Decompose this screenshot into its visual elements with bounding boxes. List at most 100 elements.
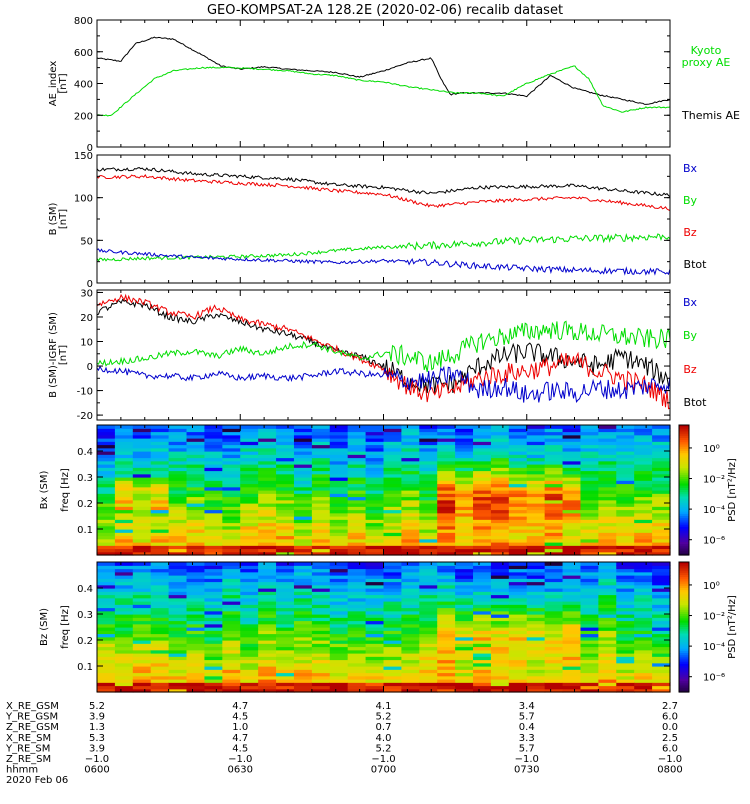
- heatmap-cell: [293, 506, 313, 511]
- heatmap-cell: [150, 509, 170, 514]
- heatmap-cell: [634, 451, 653, 455]
- heatmap-cell: [437, 512, 456, 517]
- colorbar-segment: [679, 637, 689, 641]
- heatmap-cell: [204, 669, 223, 674]
- heatmap-cell: [580, 451, 599, 455]
- heatmap-cell: [258, 594, 277, 599]
- heatmap-cell: [473, 617, 492, 622]
- heatmap-cell: [168, 643, 188, 648]
- heatmap-cell: [240, 575, 259, 579]
- heatmap-cell: [347, 627, 367, 631]
- heatmap-cell: [311, 490, 331, 494]
- heatmap-cell: [544, 562, 564, 566]
- heatmap-cell: [419, 581, 438, 586]
- heatmap-cell: [222, 627, 241, 631]
- ephemeris-value: −1.0: [658, 754, 682, 765]
- heatmap-cell: [329, 551, 349, 556]
- heatmap-cell: [437, 630, 456, 635]
- heatmap-cell: [437, 672, 456, 677]
- heatmap-cell: [222, 633, 241, 638]
- heatmap-cell: [276, 614, 295, 618]
- heatmap-cell: [150, 538, 170, 543]
- heatmap-cell: [258, 490, 277, 494]
- heatmap-cell: [490, 633, 510, 638]
- heatmap-cell: [150, 643, 170, 648]
- heatmap-cell: [652, 679, 671, 683]
- heatmap-cell: [401, 525, 420, 530]
- heatmap-cell: [222, 538, 241, 543]
- heatmap-cell: [455, 438, 474, 442]
- heatmap-cell: [473, 601, 492, 605]
- heatmap-cell: [168, 662, 188, 667]
- heatmap-cell: [383, 454, 403, 459]
- heatmap-cell: [240, 444, 259, 449]
- heatmap-cell: [508, 620, 528, 625]
- heatmap-cell: [473, 551, 492, 556]
- heatmap-cell: [437, 434, 456, 439]
- heatmap-cell: [293, 578, 313, 583]
- heatmap-cell: [526, 607, 546, 612]
- heatmap-cell: [258, 581, 277, 586]
- heatmap-cell: [401, 662, 420, 667]
- heatmap-cell: [598, 646, 617, 651]
- heatmap-cell: [490, 457, 510, 462]
- heatmap-cell: [97, 565, 116, 570]
- heatmap-cell: [419, 594, 438, 599]
- heatmap-cell: [168, 503, 188, 507]
- heatmap-cell: [473, 506, 492, 511]
- heatmap-cell: [204, 548, 223, 553]
- heatmap-cell: [293, 473, 313, 478]
- heatmap-cell: [401, 438, 420, 442]
- heatmap-cell: [114, 610, 134, 615]
- heatmap-cell: [347, 477, 367, 481]
- heatmap-cell: [347, 568, 367, 573]
- heatmap-cell: [186, 565, 206, 570]
- heatmap-cell: [634, 604, 653, 609]
- heatmap-cell: [598, 604, 617, 609]
- heatmap-cell: [150, 581, 170, 586]
- heatmap-cell: [97, 649, 116, 654]
- heatmap-cell: [204, 509, 223, 514]
- heatmap-cell: [258, 643, 277, 648]
- heatmap-cell: [634, 610, 653, 615]
- colorbar-segment: [679, 481, 689, 485]
- heatmap-cell: [634, 483, 653, 488]
- heatmap-cell: [186, 659, 206, 664]
- ephemeris-value: 1.0: [232, 722, 248, 733]
- heatmap-cell: [383, 575, 403, 579]
- heatmap-cell: [652, 662, 671, 667]
- heatmap-cell: [616, 457, 635, 462]
- heatmap-cell: [419, 447, 438, 452]
- heatmap-cell: [652, 451, 671, 455]
- heatmap-cell: [526, 578, 546, 583]
- heatmap-cell: [204, 551, 223, 556]
- heatmap-cell: [473, 568, 492, 573]
- heatmap-cell: [580, 542, 599, 546]
- heatmap-cell: [437, 464, 456, 468]
- heatmap-cell: [347, 499, 367, 504]
- heatmap-cell: [97, 685, 116, 690]
- heatmap-cell: [508, 538, 528, 543]
- heatmap-cell: [97, 656, 116, 661]
- heatmap-cell: [204, 493, 223, 498]
- heatmap-cell: [562, 477, 582, 481]
- heatmap-cell: [383, 490, 403, 494]
- heatmap-cell: [365, 457, 385, 462]
- heatmap-cell: [383, 623, 403, 628]
- heatmap-cell: [652, 672, 671, 677]
- heatmap-cell: [562, 470, 582, 475]
- heatmap-cell: [222, 669, 241, 674]
- heatmap-cell: [634, 506, 653, 511]
- heatmap-cell: [150, 425, 170, 429]
- heatmap-cell: [240, 503, 259, 507]
- heatmap-cell: [347, 591, 367, 596]
- heatmap-cell: [276, 617, 295, 622]
- heatmap-cell: [186, 649, 206, 654]
- heatmap-cell: [222, 548, 241, 553]
- heatmap-cell: [258, 525, 277, 530]
- heatmap-cell: [580, 659, 599, 664]
- heatmap-cell: [97, 662, 116, 667]
- heatmap-cell: [455, 441, 474, 446]
- heatmap-cell: [132, 662, 152, 667]
- heatmap-cell: [258, 659, 277, 664]
